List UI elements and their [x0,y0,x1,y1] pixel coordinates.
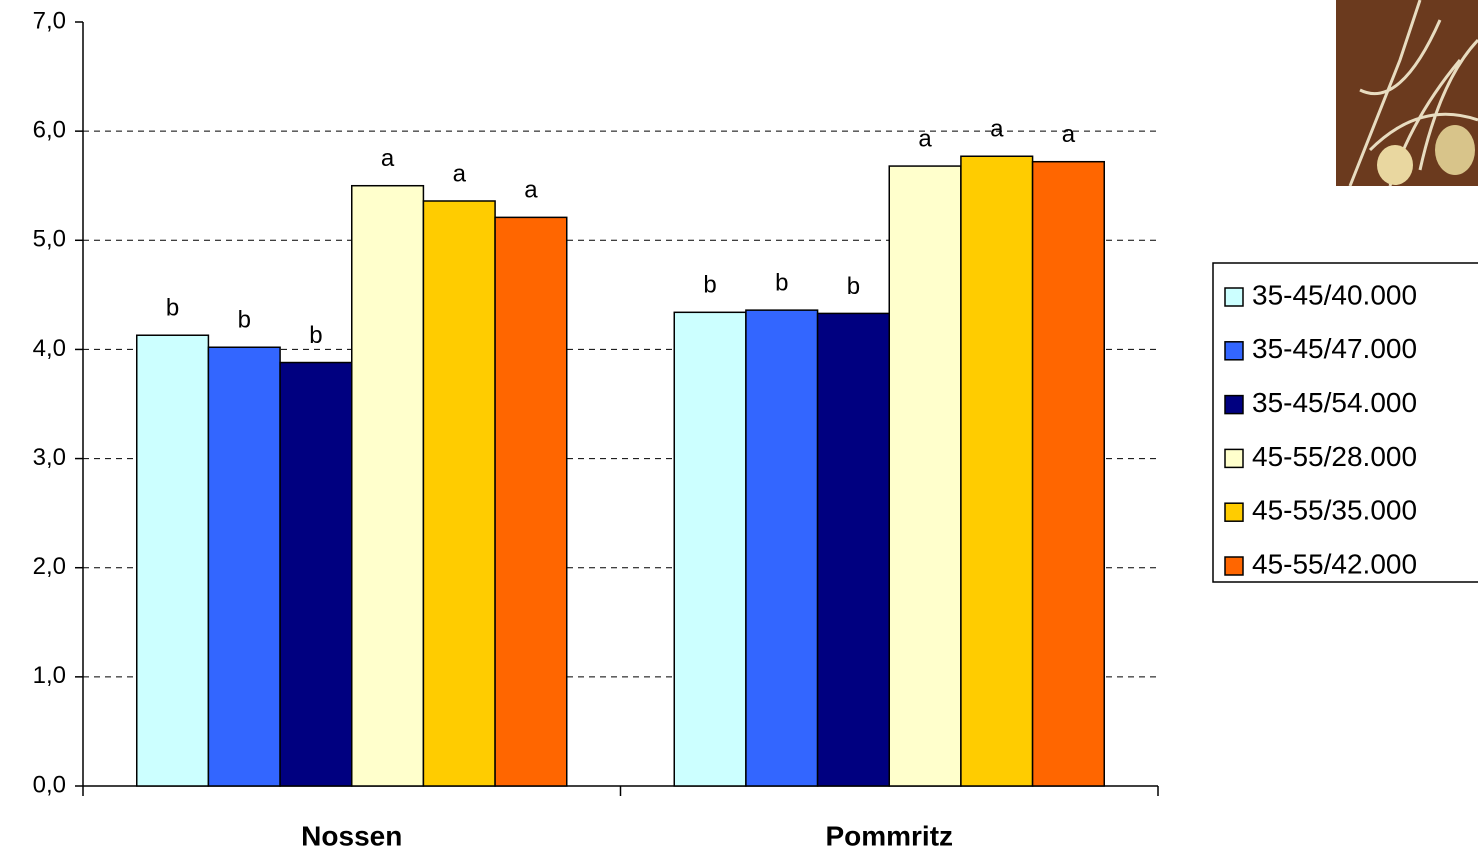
legend-swatch [1224,448,1244,469]
bar [136,334,210,787]
annotation: b [238,307,251,334]
x-tick-label: Pommritz [825,820,953,851]
annotation: b [166,295,179,322]
legend-swatch [1224,502,1244,522]
annotation: a [381,145,395,172]
annotation: a [990,116,1004,143]
annotation: b [775,269,788,296]
legend-swatch [1224,556,1244,576]
bar [960,155,1034,787]
y-tick-label: 5,0 [33,226,66,253]
bar [1031,160,1106,787]
x-tick-label: Nossen [301,820,402,851]
legend-label: 35-45/40.000 [1252,279,1417,310]
bar [207,346,281,787]
annotation: a [453,160,467,187]
bar [888,165,962,787]
annotation: b [703,272,716,299]
y-tick-label: 1,0 [33,662,66,689]
bar [279,361,353,787]
annotation: a [918,125,932,152]
bar [494,216,568,787]
y-tick-label: 2,0 [33,553,66,580]
y-tick-label: 4,0 [33,335,66,362]
annotation: a [524,177,538,204]
annotation: b [309,322,322,349]
legend-label: 45-55/28.000 [1252,441,1417,472]
legend-label: 45-55/42.000 [1252,548,1417,579]
bar [673,311,747,787]
annotation: a [1062,121,1076,148]
y-tick-label: 6,0 [33,116,66,143]
bar [351,184,425,787]
legend-label: 35-45/54.000 [1252,387,1417,418]
legend-label: 35-45/47.000 [1252,333,1417,364]
annotation: b [847,273,860,300]
bar [422,200,496,787]
legend-swatch [1224,394,1244,415]
legend-label: 45-55/35.000 [1252,495,1417,526]
legend-swatch [1224,341,1244,361]
bar [745,309,819,787]
bar [816,312,890,787]
y-tick-label: 0,0 [33,771,66,798]
photo [1336,0,1478,187]
legend-box [1212,262,1478,583]
y-tick-label: 3,0 [33,444,66,471]
y-tick-label: 7,0 [33,7,66,34]
legend-swatch [1224,287,1244,307]
